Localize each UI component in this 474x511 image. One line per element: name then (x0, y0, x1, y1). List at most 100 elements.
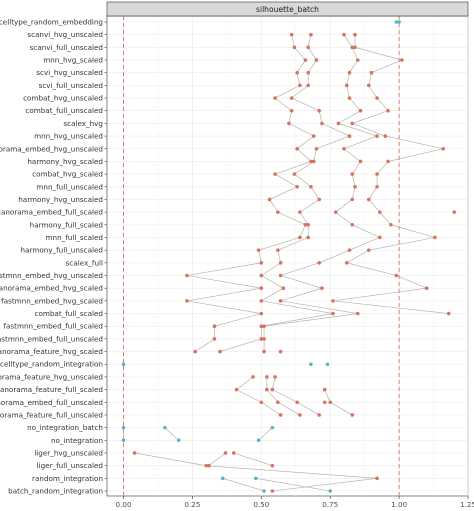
connector-line (294, 173, 312, 188)
data-point (331, 299, 335, 303)
connector-line (291, 97, 320, 112)
data-point (259, 311, 264, 316)
connector-line (291, 34, 295, 48)
data-point (295, 70, 299, 75)
data-point (309, 362, 313, 367)
data-point (273, 375, 277, 379)
data-point (400, 58, 404, 62)
data-point (278, 413, 283, 417)
data-point (350, 197, 355, 202)
data-point (223, 451, 228, 455)
row-label: scanvi_hvg_unscaled (27, 30, 103, 39)
connector-line (280, 262, 320, 276)
data-point (292, 45, 297, 50)
x-tick-label: 0.50 (253, 500, 269, 509)
connector-line (269, 186, 298, 200)
connector-line (280, 275, 323, 289)
data-point (265, 375, 269, 379)
connector-line (330, 402, 353, 416)
data-point (259, 324, 264, 329)
connector-line (266, 389, 279, 403)
row-label: fastmnn_embed_hvg_unscaled (0, 271, 103, 280)
data-point (306, 235, 310, 240)
data-point (185, 273, 189, 278)
connector-line (280, 287, 323, 302)
row-label: liger_hvg_unscaled (34, 448, 103, 457)
data-point (333, 210, 338, 214)
connector-line (264, 313, 358, 327)
row-label: no_integration_batch (27, 423, 103, 432)
connector-line (258, 427, 273, 441)
data-point (212, 324, 217, 329)
connector-line (186, 275, 262, 289)
row-label: scvi_full_unscaled (39, 81, 103, 90)
connector-line (296, 72, 301, 86)
data-point (276, 400, 280, 405)
x-tick-label: 0.00 (116, 500, 132, 509)
data-point (292, 172, 297, 176)
data-point (394, 20, 399, 24)
connector-line (186, 300, 262, 314)
data-point (270, 387, 275, 392)
connector-line (351, 186, 356, 200)
connector-line (338, 110, 361, 124)
data-point (320, 121, 324, 126)
data-point (355, 311, 360, 316)
data-point (389, 223, 393, 227)
connector-line (371, 59, 402, 73)
data-point (306, 45, 310, 50)
connector-line (277, 237, 309, 251)
row-label: combat_full_scaled (35, 309, 104, 318)
data-point (309, 32, 313, 37)
data-point (220, 476, 225, 481)
row-label: fastmnn_embed_full_unscaled (0, 334, 103, 343)
data-points (121, 20, 457, 493)
data-point (325, 362, 330, 367)
data-point (289, 96, 294, 100)
data-point (306, 223, 310, 227)
connector-line (376, 161, 389, 175)
row-label: scanorama_embed_full_scaled (0, 208, 103, 217)
data-point (433, 235, 437, 240)
connector-line (321, 123, 350, 137)
data-point (353, 184, 357, 189)
connector-line (269, 199, 279, 213)
data-point (306, 70, 310, 75)
connector-line (272, 478, 378, 492)
connector-line (277, 402, 301, 416)
connector-line (332, 300, 449, 314)
data-point (394, 273, 399, 278)
data-point (441, 146, 445, 151)
row-label: scanorama_feature_hvg_scaled (0, 347, 103, 356)
facet-strip: silhouette_batch (106, 1, 469, 17)
data-point (328, 489, 333, 493)
data-point (311, 134, 316, 138)
connector-line (274, 161, 312, 175)
x-tick-label: 0.25 (184, 500, 200, 509)
row-label: random_integration (32, 474, 103, 483)
row-label: harmony_hvg_unscaled (18, 195, 103, 204)
data-point (378, 210, 382, 214)
data-point (295, 184, 299, 189)
data-point (234, 387, 239, 392)
row-label: scvi_hvg_unscaled (36, 68, 103, 77)
data-point (121, 362, 126, 367)
connector-line (346, 262, 397, 276)
data-point (328, 400, 333, 405)
connector-line (206, 465, 378, 479)
row-label: scanorama_feature_full_unscaled (0, 410, 103, 419)
data-point (350, 413, 355, 417)
x-tick-label: 1.00 (391, 500, 407, 509)
data-point (452, 210, 457, 214)
data-point (259, 286, 264, 290)
connector-line (208, 452, 226, 466)
row-label: liger_full_unscaled (37, 461, 103, 470)
data-point (366, 83, 371, 88)
connector-line (274, 173, 298, 188)
data-point (273, 172, 277, 176)
data-point (262, 349, 266, 354)
connector-line (258, 250, 262, 263)
facet-strip-background (106, 1, 469, 17)
row-label: mnn_hvg_unscaled (34, 132, 103, 141)
connector-line (307, 59, 317, 73)
